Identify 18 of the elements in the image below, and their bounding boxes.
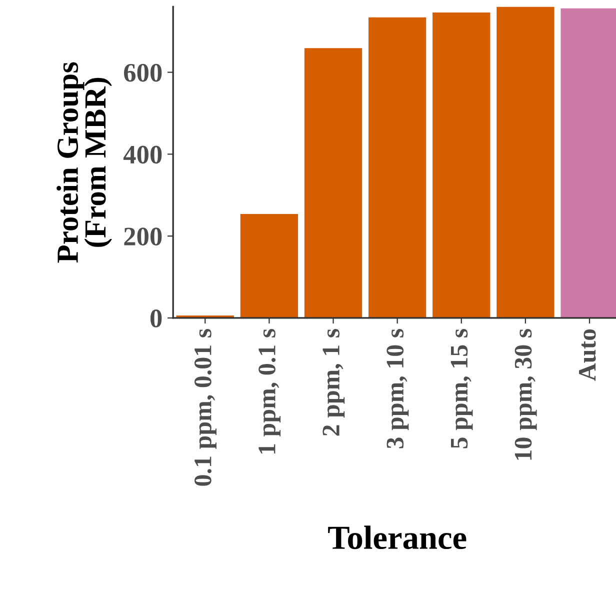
y-tick-label: 200 (124, 228, 162, 246)
bar (368, 17, 426, 318)
x-tick-label: 10 ppm, 30 s (514, 328, 537, 460)
bar (304, 48, 362, 318)
x-tick-label: Auto (579, 329, 596, 381)
x-tick-label: 3 ppm, 10 s (386, 328, 409, 448)
bar (240, 214, 298, 318)
y-tick-label: 600 (124, 64, 162, 82)
bar (496, 6, 554, 318)
bar (432, 12, 490, 318)
x-tick-label: 5 ppm, 15 s (450, 328, 473, 448)
y-tick-label: 0 (150, 310, 162, 328)
x-tick-label: 1 ppm, 0.1 s (258, 328, 281, 454)
x-tick-label: 0.1 ppm, 0.01 s (194, 328, 216, 486)
x-tick-label: 2 ppm, 1 s (322, 328, 345, 436)
y-tick-label: 400 (123, 146, 162, 164)
x-axis-title: Tolerance (328, 526, 466, 550)
y-axis-title: Protein Groups (From MBR) (56, 62, 112, 263)
